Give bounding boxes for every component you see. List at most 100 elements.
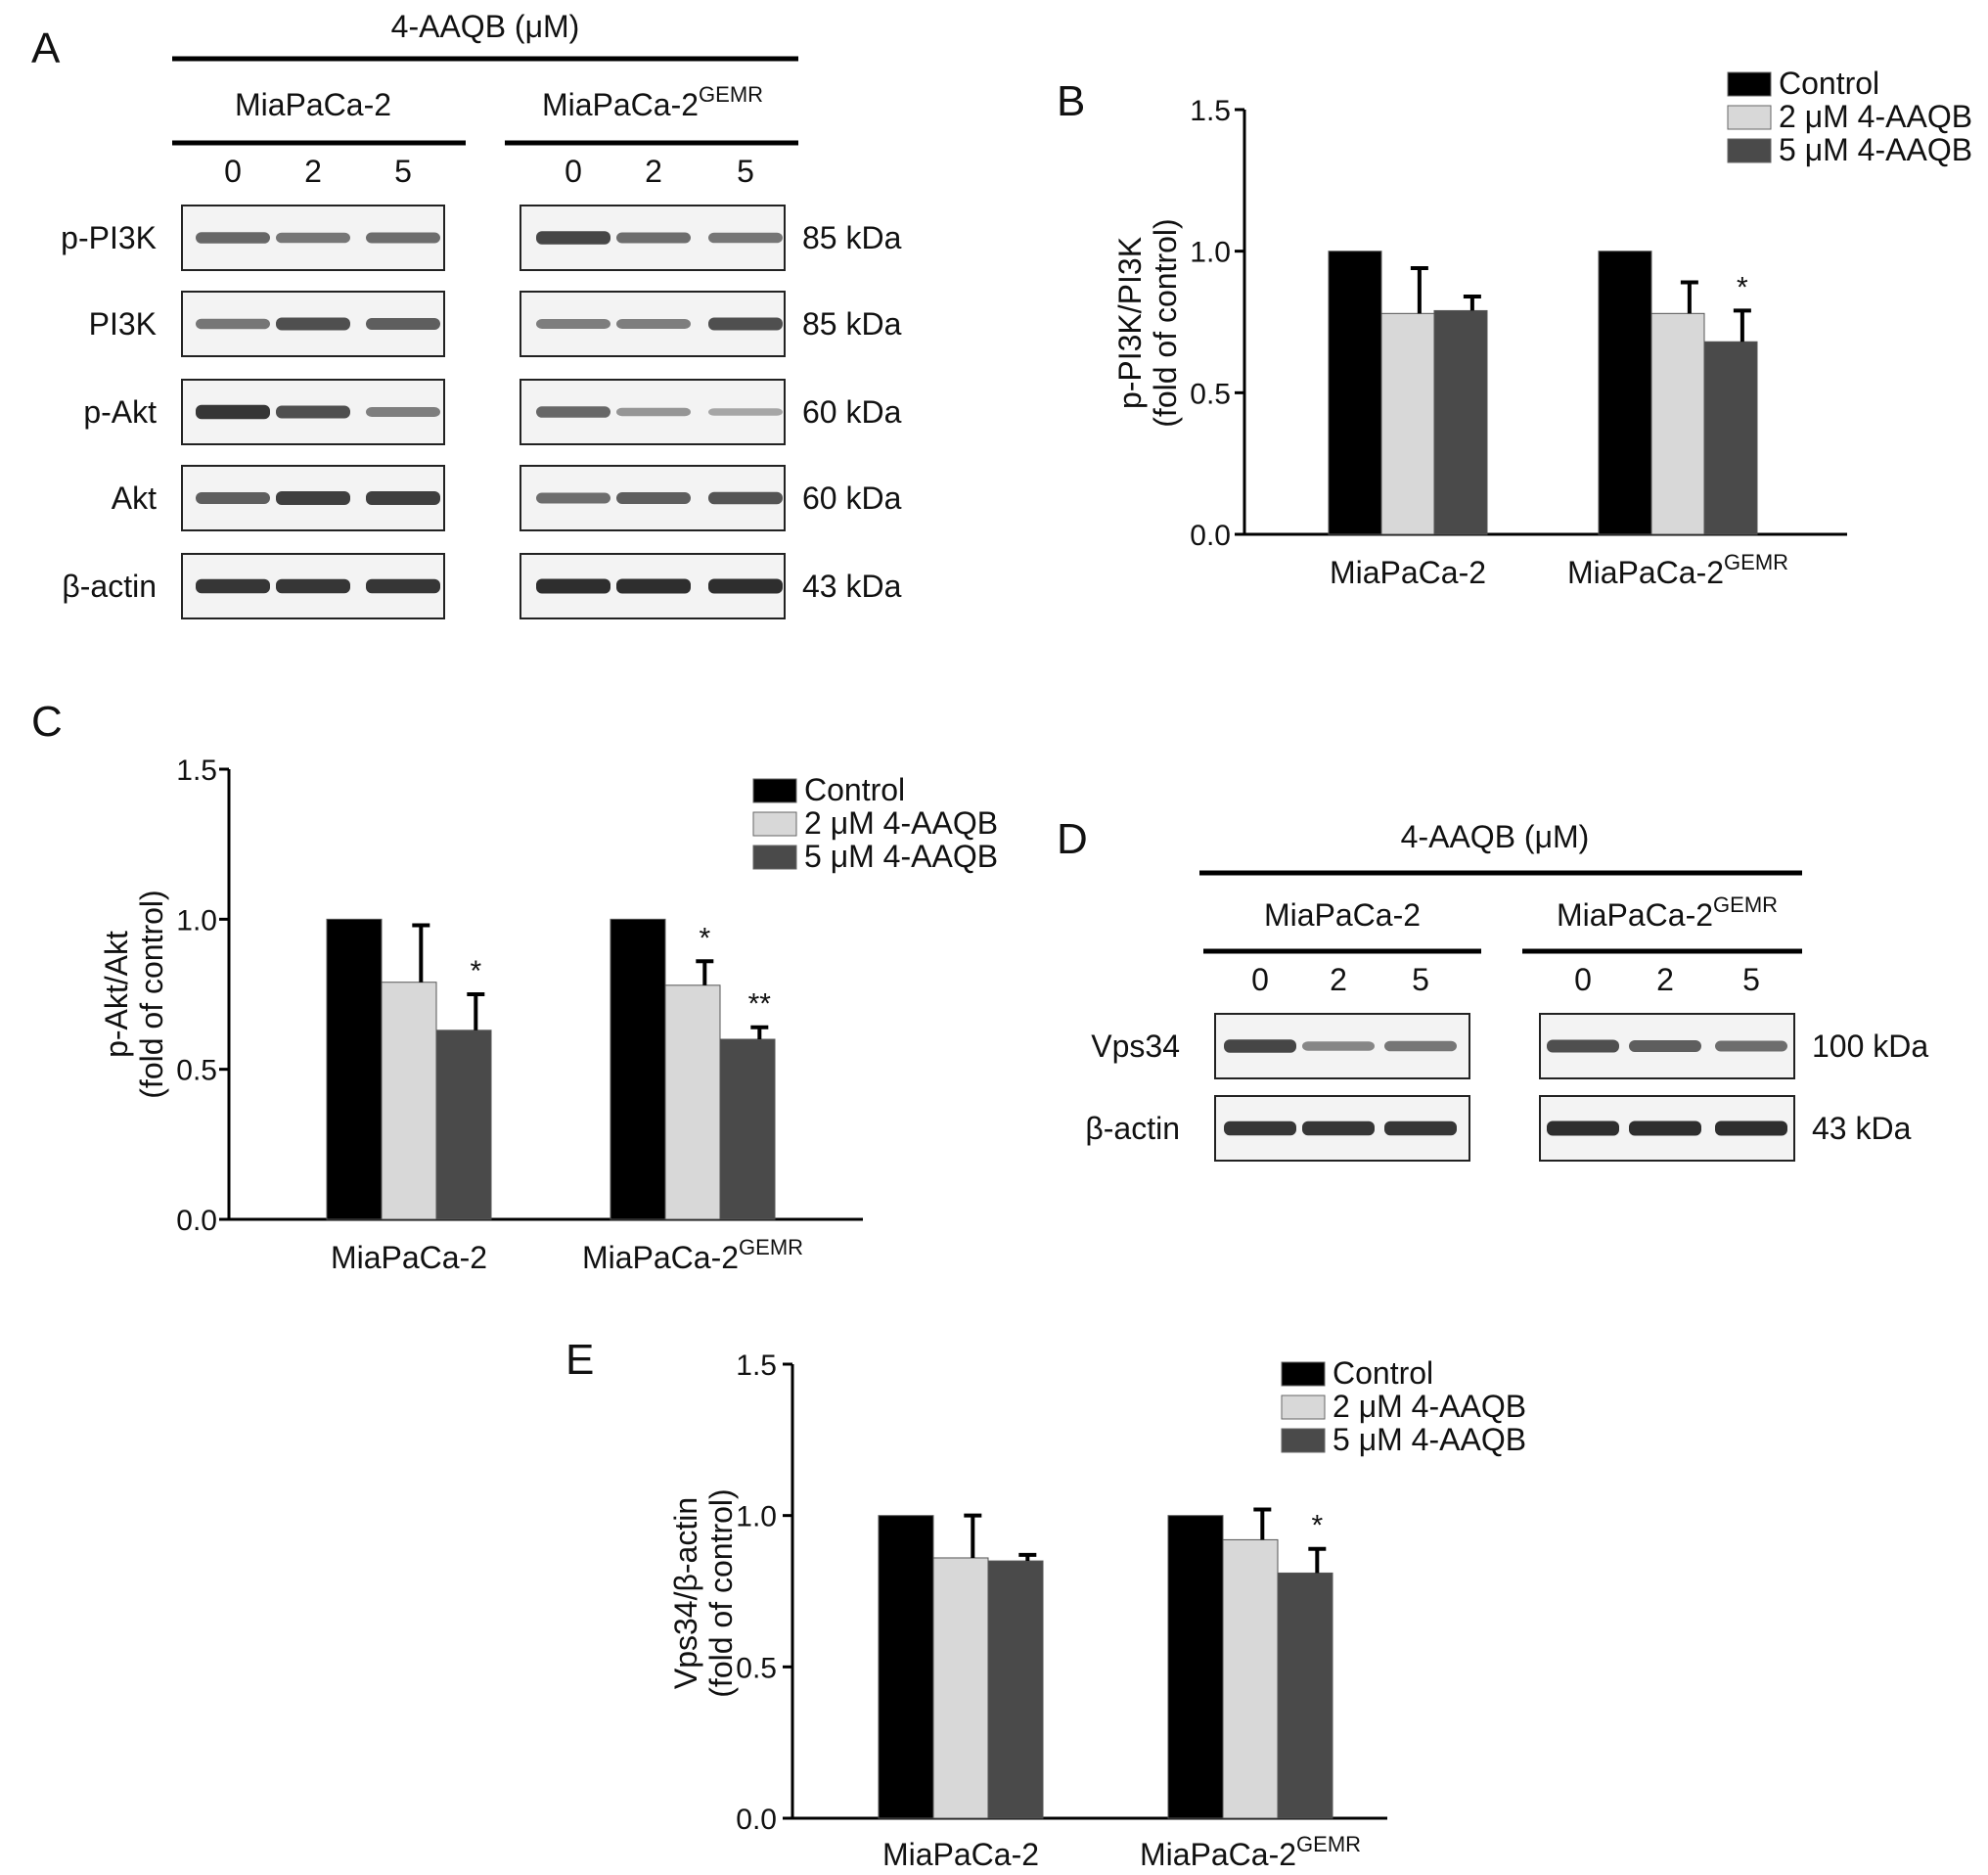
- cell-line-label-base: MiaPaCa-2: [542, 87, 699, 122]
- bar: [1650, 312, 1705, 535]
- blot-band: [1715, 1040, 1787, 1052]
- y-tick-label: 0.5: [1190, 378, 1231, 410]
- legend-swatch: [752, 811, 797, 837]
- x-category-label-base: MiaPaCa-2: [1330, 555, 1486, 590]
- legend-swatch: [1727, 105, 1772, 130]
- bar: [719, 1038, 776, 1220]
- protein-label: p-Akt: [83, 394, 157, 430]
- cell-line-label: MiaPaCa-2GEMR: [542, 82, 763, 122]
- x-category-label: MiaPaCa-2: [882, 1837, 1039, 1872]
- cell-line-label: MiaPaCa-2: [235, 87, 391, 122]
- kda-label: 60 kDa: [802, 480, 902, 516]
- cell-line-label-sup: GEMR: [1713, 892, 1778, 917]
- dose-label: 2: [304, 154, 322, 189]
- y-tick-label: 0.5: [736, 1652, 777, 1684]
- panel-label-D: D: [1057, 815, 1088, 863]
- y-tick-label: 1.5: [176, 755, 217, 787]
- legend-swatch: [1727, 71, 1772, 97]
- legend-label: 5 μM 4-AAQB: [804, 839, 998, 874]
- cell-line-label: MiaPaCa-2: [1264, 897, 1421, 933]
- cell-line-label-base: MiaPaCa-2: [1264, 897, 1421, 933]
- treatment-header: 4-AAQB (μM): [391, 9, 580, 44]
- legend-label: 2 μM 4-AAQB: [1333, 1389, 1526, 1424]
- y-tick-label: 1.0: [176, 904, 217, 937]
- bar: [1598, 251, 1652, 535]
- blot-band: [366, 232, 440, 244]
- blot-band: [1384, 1040, 1457, 1052]
- blot-band: [708, 578, 783, 594]
- bar: [326, 918, 383, 1220]
- bar: [932, 1557, 989, 1819]
- blot-band: [536, 231, 610, 245]
- blot-band: [1302, 1120, 1375, 1136]
- bar: [1328, 251, 1382, 535]
- protein-label: β-actin: [62, 569, 157, 604]
- x-category-label: MiaPaCa-2GEMR: [582, 1235, 803, 1275]
- blot-band: [1302, 1041, 1375, 1051]
- blot-band: [536, 578, 610, 594]
- legend-label: 5 μM 4-AAQB: [1779, 132, 1972, 167]
- dose-label: 2: [1656, 962, 1674, 997]
- blot-band: [276, 232, 350, 244]
- kda-label: 43 kDa: [802, 569, 902, 604]
- blot-band: [616, 232, 691, 244]
- dose-label: 2: [645, 154, 662, 189]
- bar: [1277, 1572, 1333, 1819]
- cell-line-label-sup: GEMR: [699, 82, 763, 107]
- dose-label: 0: [224, 154, 242, 189]
- legend-label: 5 μM 4-AAQB: [1333, 1422, 1526, 1457]
- blot-band: [1547, 1039, 1619, 1053]
- bar: [610, 918, 666, 1220]
- x-category-label: MiaPaCa-2GEMR: [1567, 550, 1788, 590]
- x-category-label: MiaPaCa-2: [1330, 555, 1486, 590]
- protein-label: PI3K: [89, 306, 157, 342]
- panel-label-A: A: [31, 24, 61, 72]
- blot-band: [1629, 1120, 1701, 1136]
- blot-band: [196, 232, 270, 244]
- cell-line-label-base: MiaPaCa-2: [1557, 897, 1713, 933]
- blot-band: [708, 317, 783, 331]
- legend-label: Control: [1779, 66, 1879, 101]
- dose-label: 0: [565, 154, 582, 189]
- blot-band: [276, 405, 350, 419]
- cell-line-label: MiaPaCa-2GEMR: [1557, 892, 1778, 933]
- legend-label: 2 μM 4-AAQB: [804, 805, 998, 841]
- dose-label: 5: [737, 154, 754, 189]
- legend-swatch: [752, 778, 797, 803]
- blot-band: [366, 578, 440, 594]
- blot-band: [708, 408, 783, 416]
- blot-band: [366, 407, 440, 417]
- y-axis-label-units: (fold of control): [134, 890, 169, 1098]
- significance-marker: *: [699, 922, 710, 954]
- y-tick-label: 0.0: [1190, 520, 1231, 552]
- bar: [1167, 1515, 1224, 1819]
- blot-band: [366, 318, 440, 330]
- protein-label: Akt: [112, 480, 157, 516]
- kda-label: 85 kDa: [802, 306, 902, 342]
- blot-band: [276, 578, 350, 594]
- bar: [1380, 312, 1435, 535]
- kda-label: 60 kDa: [802, 394, 902, 430]
- y-tick-label: 1.0: [1190, 237, 1231, 269]
- significance-marker: *: [1737, 271, 1748, 303]
- panel-label-E: E: [565, 1336, 594, 1384]
- blot-band: [536, 492, 610, 504]
- kda-label: 43 kDa: [1812, 1111, 1912, 1146]
- y-axis-label: p-PI3K/PI3K: [1112, 237, 1148, 409]
- blot-band: [1715, 1120, 1787, 1136]
- y-axis-label-units: (fold of control): [1148, 218, 1183, 427]
- dose-label: 5: [1742, 962, 1760, 997]
- blot-band: [616, 578, 691, 594]
- blot-band: [1629, 1040, 1701, 1052]
- x-category-label-base: MiaPaCa-2: [882, 1837, 1039, 1872]
- x-category-label: MiaPaCa-2: [331, 1240, 487, 1275]
- significance-marker: *: [1311, 1510, 1323, 1542]
- dose-label: 0: [1251, 962, 1269, 997]
- y-tick-label: 0.0: [736, 1804, 777, 1836]
- legend-swatch: [1281, 1395, 1326, 1420]
- y-tick-label: 1.5: [1190, 95, 1231, 127]
- blot-band: [536, 319, 610, 329]
- bar: [435, 1029, 492, 1220]
- x-category-label-base: MiaPaCa-2: [331, 1240, 487, 1275]
